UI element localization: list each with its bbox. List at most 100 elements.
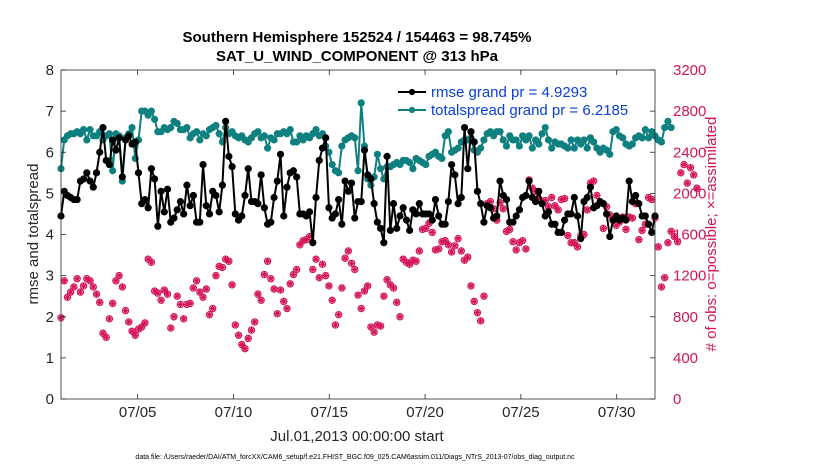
y2-tick-label: 400 — [673, 350, 698, 367]
rmse-point — [199, 160, 207, 169]
rmse-point — [460, 123, 469, 132]
totalspread-point — [528, 144, 536, 152]
obs-assimilated-marker — [151, 287, 158, 295]
totalspread-point — [538, 130, 546, 138]
rmse-point — [160, 208, 168, 216]
obs-assimilated-marker — [154, 289, 162, 297]
totalspread-point — [515, 142, 524, 150]
totalspread-point — [661, 123, 669, 132]
rmse-point — [125, 132, 133, 140]
rmse-point — [215, 208, 223, 216]
obs-assimilated-marker — [67, 288, 74, 296]
obs-assimilated-marker — [412, 257, 420, 265]
obs-assimilated-marker — [390, 284, 397, 292]
y-tick-label: 0 — [46, 391, 54, 408]
obs-assimilated-marker — [170, 313, 178, 321]
obs-assimilated-marker — [383, 276, 391, 284]
y2-axis-label: # of obs: o=possible; ×=assimilated — [703, 117, 720, 352]
obs-assimilated-marker — [461, 256, 468, 264]
rmse-point — [338, 220, 346, 228]
y-tick-label: 3 — [46, 268, 54, 285]
totalspread-point — [293, 138, 301, 146]
rmse-point — [383, 152, 391, 160]
y-tick-label: 1 — [46, 350, 54, 367]
totalspread-point — [254, 128, 262, 136]
obs-assimilated-marker — [96, 299, 104, 306]
rmse-point — [196, 218, 204, 226]
obs-assimilated-marker — [325, 282, 333, 290]
y2-tick-label: 3200 — [673, 62, 706, 79]
rmse-point — [402, 216, 411, 224]
obs-assimilated-marker — [167, 324, 175, 332]
rmse-point — [293, 173, 301, 181]
rmse-point — [512, 212, 520, 220]
rmse-point — [457, 193, 465, 202]
rmse-point — [586, 183, 595, 191]
obs-assimilated-marker — [603, 203, 610, 211]
rmse-point — [347, 179, 356, 187]
obs-assimilated-marker — [161, 286, 168, 294]
totalspread-point — [151, 115, 159, 123]
y2-tick-label: 2000 — [673, 185, 706, 202]
totalspread-point — [406, 158, 414, 167]
obs-assimilated-marker — [328, 297, 336, 304]
obs-assimilated-marker — [348, 259, 355, 267]
obs-assimilated-marker — [115, 272, 123, 279]
rmse-point — [73, 195, 81, 204]
totalspread-point — [644, 134, 653, 142]
obs-assimilated-marker — [590, 177, 597, 185]
rmse-point — [557, 228, 565, 237]
rmse-point — [509, 218, 517, 226]
rmse-point — [283, 183, 291, 191]
obs-assimilated-marker — [128, 327, 136, 335]
rmse-point — [134, 169, 143, 177]
obs-assimilated-marker — [202, 285, 210, 293]
obs-assimilated-marker — [238, 341, 246, 348]
rmse-point — [412, 210, 420, 218]
obs-assimilated-marker — [622, 226, 630, 233]
obs-assimilated-marker — [70, 283, 78, 291]
obs-assimilated-marker — [454, 235, 462, 242]
rmse-point — [254, 200, 262, 208]
rmse-point — [551, 220, 559, 228]
rmse-point — [144, 204, 152, 212]
rmse-point — [360, 146, 369, 154]
x-tick-label: 07/10 — [215, 404, 253, 421]
obs-assimilated-marker — [173, 292, 181, 300]
rmse-point — [92, 169, 101, 177]
obs-assimilated-marker — [361, 287, 368, 295]
totalspread-point — [499, 136, 507, 144]
rmse-point — [276, 150, 285, 158]
obs-assimilated-marker — [312, 255, 320, 263]
obs-assimilated-marker — [364, 282, 371, 290]
y-tick-label: 5 — [46, 185, 54, 202]
obs-assimilated-marker — [425, 219, 433, 227]
totalspread-point — [376, 165, 385, 173]
rmse-point — [393, 224, 401, 232]
obs-assimilated-marker — [403, 258, 410, 266]
obs-assimilated-marker — [122, 307, 129, 314]
obs-assimilated-marker — [386, 281, 394, 289]
rmse-point — [544, 208, 553, 216]
obs-assimilated-marker — [196, 288, 204, 296]
totalspread-point — [480, 136, 488, 144]
rmse-point — [486, 204, 494, 212]
rmse-point — [599, 200, 607, 208]
obs-assimilated-marker — [690, 171, 698, 179]
obs-assimilated-marker — [399, 255, 407, 263]
x-tick-label: 07/05 — [119, 404, 157, 421]
obs-assimilated-marker — [244, 335, 252, 342]
rmse-point — [273, 177, 281, 185]
totalspread-point — [83, 136, 91, 144]
rmse-point — [389, 200, 398, 208]
totalspread-point — [373, 150, 381, 158]
rmse-point — [99, 123, 107, 132]
rmse-point — [176, 198, 185, 206]
rmse-point — [570, 193, 578, 202]
rmse-point — [257, 171, 265, 179]
obs-assimilated-marker — [441, 237, 449, 244]
rmse-point — [86, 177, 94, 185]
rmse-point — [225, 152, 233, 160]
